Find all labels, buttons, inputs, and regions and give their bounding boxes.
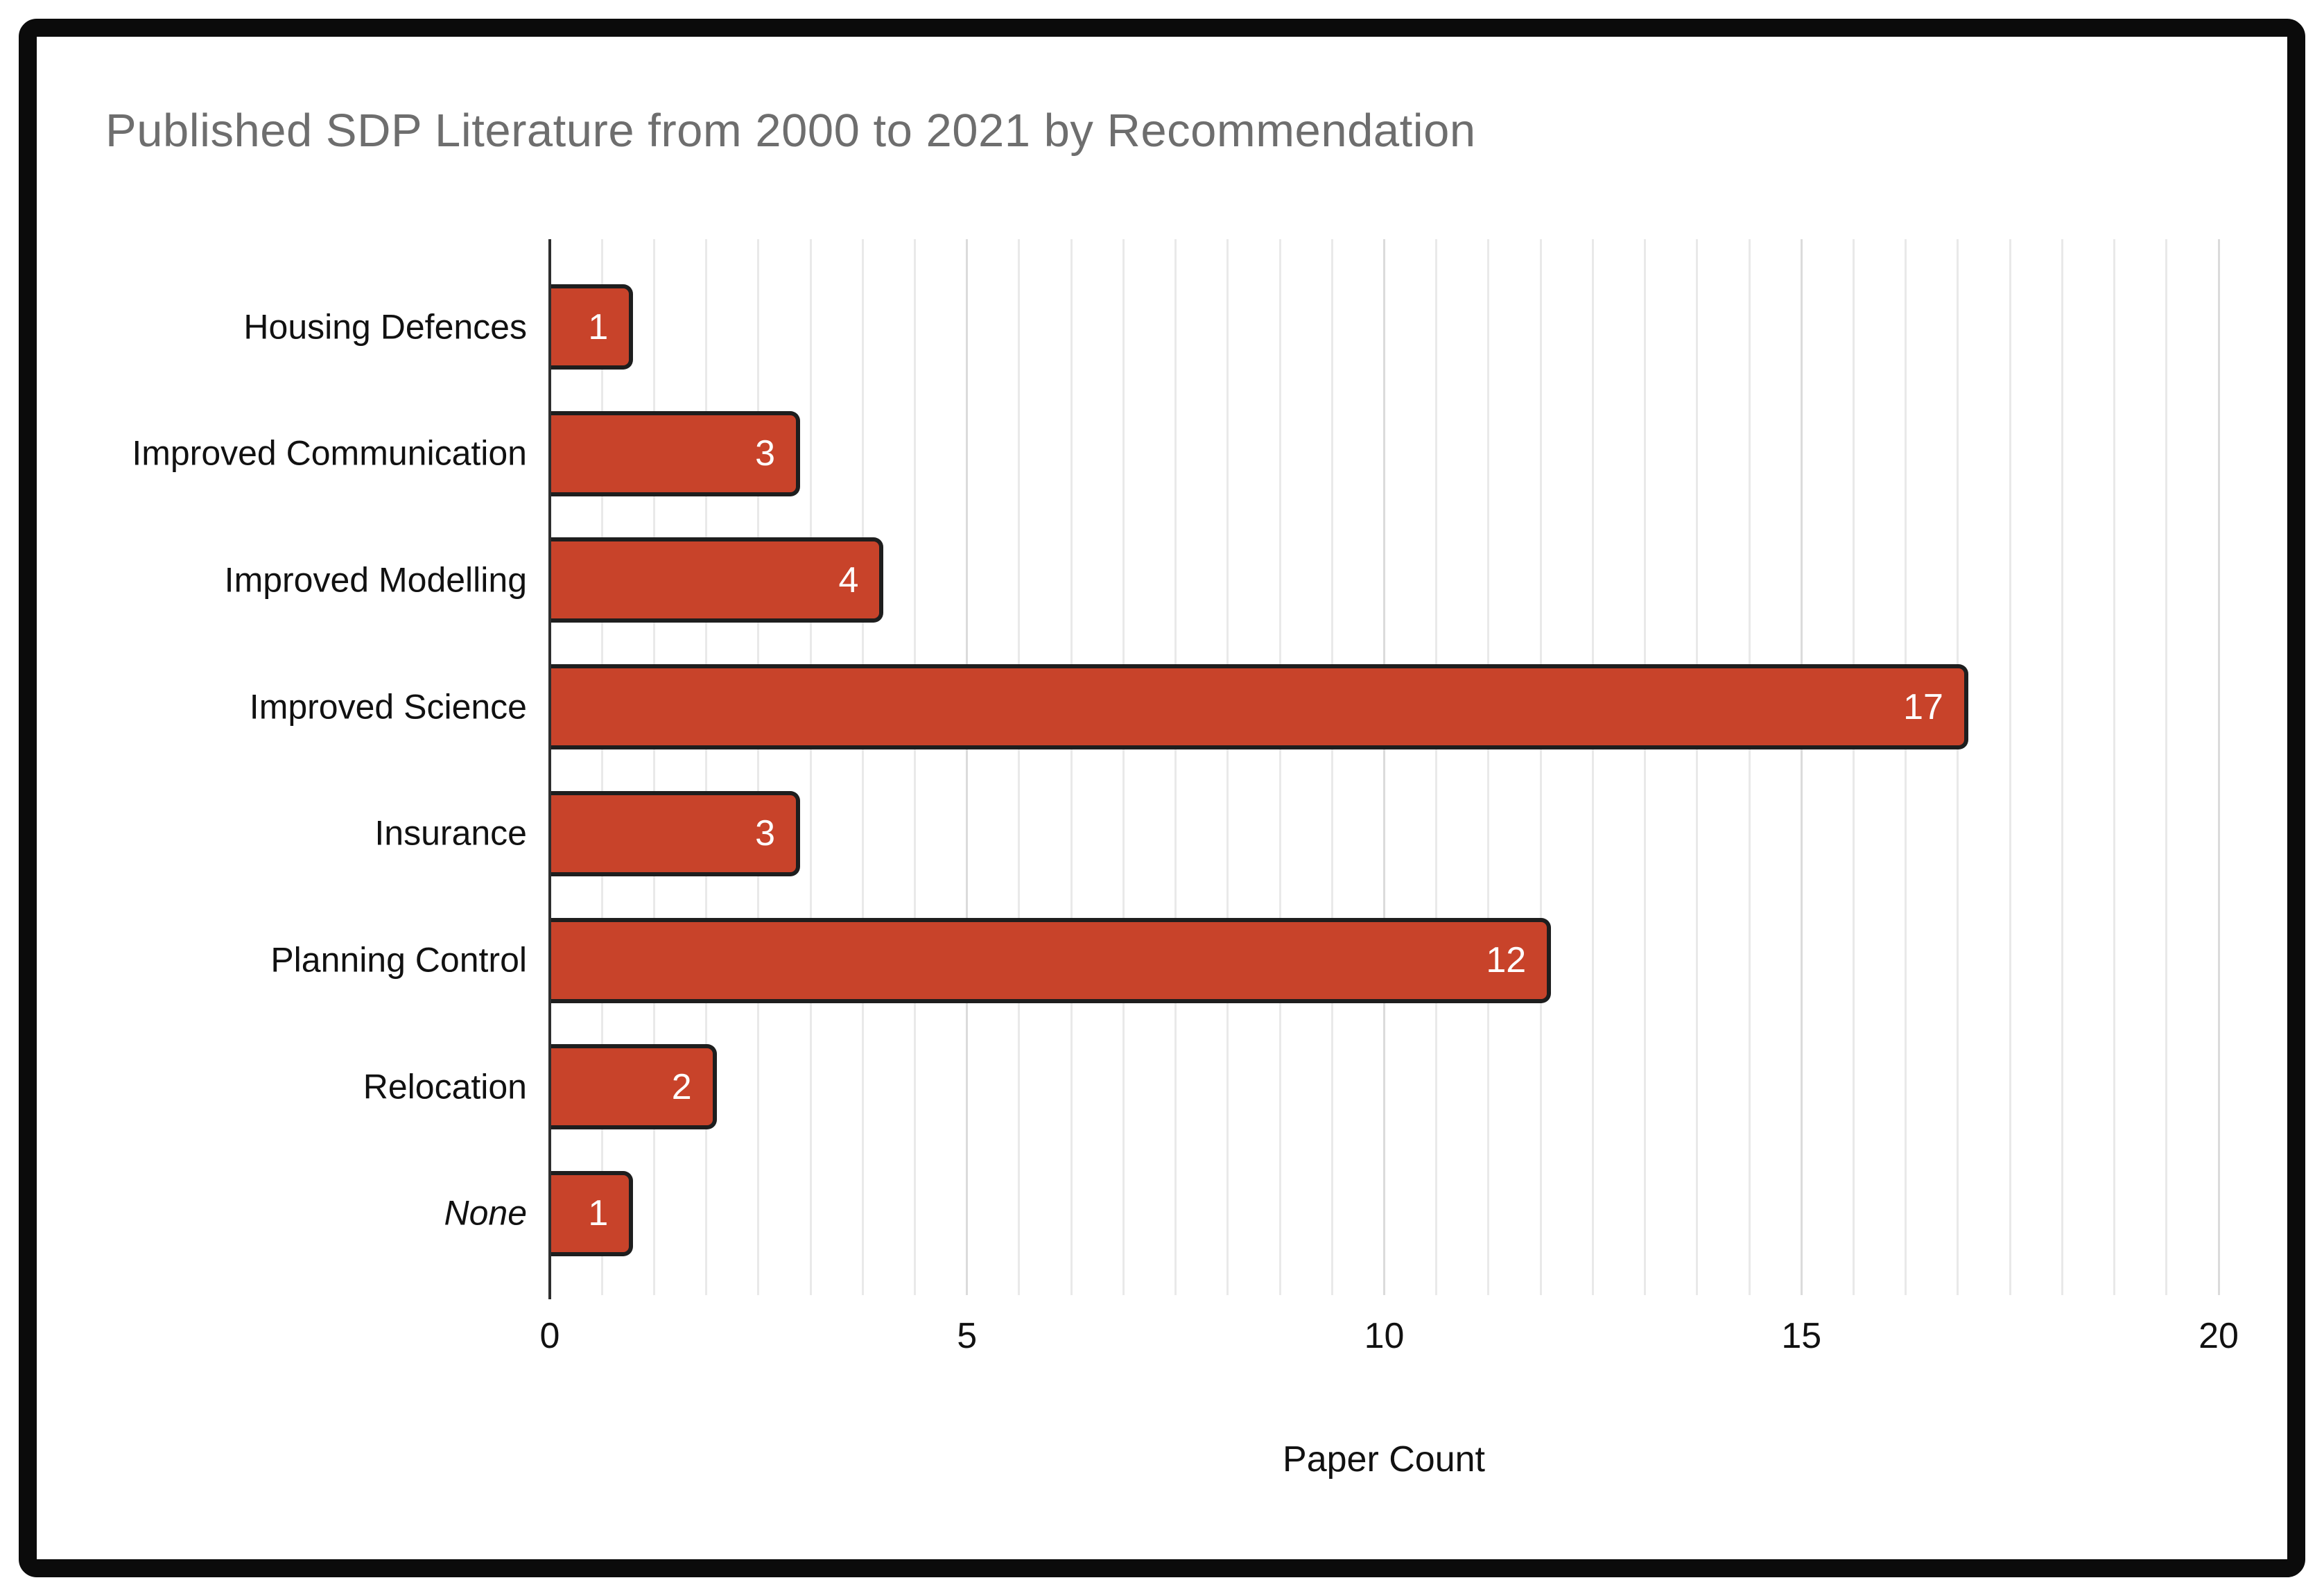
gridline-minor <box>914 239 917 1295</box>
gridline-minor <box>1278 239 1281 1295</box>
category-label-housing-defences: Housing Defences <box>243 307 527 346</box>
gridline-minor <box>861 239 864 1295</box>
gridline-minor <box>1330 239 1333 1295</box>
bar-value-label: 4 <box>838 560 859 600</box>
gridline-major <box>1800 239 1803 1295</box>
gridline-minor <box>1070 239 1073 1295</box>
gridline-minor <box>2061 239 2063 1295</box>
gridline-minor <box>1905 239 1907 1295</box>
gridline-minor <box>2165 239 2168 1295</box>
bar-value-label: 3 <box>755 433 776 474</box>
gridline-minor <box>1122 239 1125 1295</box>
category-label-improved-communication: Improved Communication <box>132 433 527 473</box>
bar-improved-communication: 3 <box>550 410 801 496</box>
gridline-minor <box>1748 239 1751 1295</box>
bar-none: 1 <box>550 1170 634 1256</box>
gridline-minor <box>652 239 655 1295</box>
x-tick-label-0: 0 <box>539 1316 560 1356</box>
y-axis-line <box>548 239 551 1299</box>
gridline-minor <box>1435 239 1438 1295</box>
gridline-major <box>2217 239 2220 1295</box>
gridline-minor <box>809 239 812 1295</box>
gridline-minor <box>1957 239 1959 1295</box>
gridline-minor <box>1487 239 1490 1295</box>
bar-relocation: 2 <box>550 1044 717 1130</box>
gridline-minor <box>600 239 603 1295</box>
bar-value-label: 3 <box>755 813 776 854</box>
gridline-minor <box>2113 239 2116 1295</box>
gridline-minor <box>1174 239 1177 1295</box>
chart-title: Published SDP Literature from 2000 to 20… <box>105 105 1476 157</box>
bar-value-label: 2 <box>671 1066 692 1107</box>
x-tick-label-15: 15 <box>1781 1316 1822 1356</box>
x-axis-title: Paper Count <box>1283 1439 1485 1480</box>
bar-insurance: 3 <box>550 790 801 876</box>
bar-value-label: 17 <box>1903 686 1943 727</box>
bar-planning-control: 12 <box>550 917 1552 1003</box>
gridline-minor <box>1018 239 1021 1295</box>
gridline-minor <box>757 239 760 1295</box>
category-label-planning-control: Planning Control <box>270 940 527 980</box>
gridline-minor <box>1644 239 1647 1295</box>
x-tick-label-5: 5 <box>957 1316 978 1356</box>
gridline-minor <box>2009 239 2011 1295</box>
bar-improved-modelling: 4 <box>550 537 884 623</box>
bar-improved-science: 17 <box>550 664 1968 750</box>
category-label-none: None <box>444 1193 527 1233</box>
gridline-minor <box>705 239 708 1295</box>
gridline-minor <box>1226 239 1229 1295</box>
bar-value-label: 12 <box>1486 940 1527 980</box>
category-label-relocation: Relocation <box>363 1067 527 1107</box>
bar-value-label: 1 <box>588 306 609 347</box>
category-label-improved-modelling: Improved Modelling <box>224 560 527 600</box>
gridline-minor <box>1696 239 1699 1295</box>
category-label-insurance: Insurance <box>374 813 527 853</box>
gridline-minor <box>1591 239 1594 1295</box>
gridline-major <box>1383 239 1385 1295</box>
x-tick-label-10: 10 <box>1364 1316 1405 1356</box>
gridline-major <box>966 239 969 1295</box>
category-label-improved-science: Improved Science <box>249 687 527 727</box>
bar-housing-defences: 1 <box>550 284 634 370</box>
x-tick-label-20: 20 <box>2199 1316 2239 1356</box>
gridline-minor <box>1539 239 1542 1295</box>
gridline-minor <box>1852 239 1855 1295</box>
bar-value-label: 1 <box>588 1193 609 1234</box>
